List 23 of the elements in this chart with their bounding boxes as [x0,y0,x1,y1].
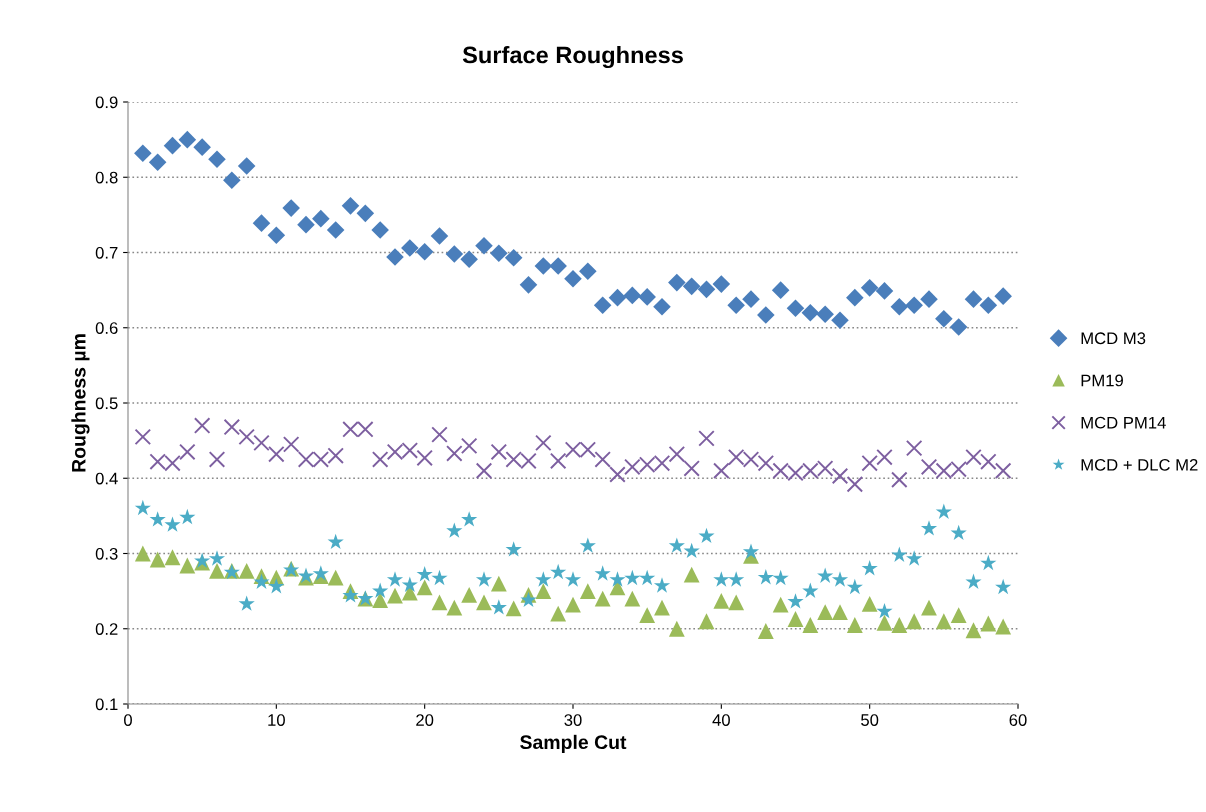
y-tick-label: 0.6 [95,322,118,334]
y-tick-label: 0.5 [95,397,118,410]
y-tick-label: 0.3 [95,547,118,560]
y-tick-label: 0.2 [95,623,118,635]
chart-title: Surface Roughness [462,46,683,69]
y-axis-title: Roughness µm [71,334,90,472]
x-tick-label: 20 [416,714,434,726]
x-axis-title: Sample Cut [520,734,627,753]
y-tick-label: 0.7 [95,246,118,259]
x-tick-label: 60 [1009,714,1027,726]
x-tick-label: 10 [268,714,285,726]
x-tick-label: 30 [564,714,582,726]
legend-label: MCD M3 [1081,332,1146,345]
x-tick-label: 50 [861,714,879,726]
y-tick-label: 0.8 [95,171,118,184]
legend-label: MCD PM14 [1081,416,1166,429]
x-tick-label: 40 [712,714,730,726]
x-tick-label: 0 [124,714,132,726]
y-tick-label: 0.4 [95,472,118,485]
legend-label: MCD + DLC M2 [1081,458,1198,471]
y-tick-label: 0.1 [95,698,118,711]
legend-label: PM19 [1081,374,1123,387]
y-tick-label: 0.9 [95,96,118,109]
